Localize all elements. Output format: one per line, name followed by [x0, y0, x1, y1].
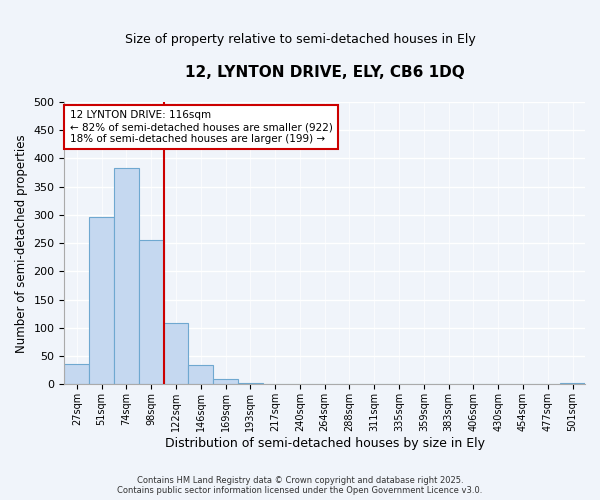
Bar	[164, 324, 188, 384]
Text: Size of property relative to semi-detached houses in Ely: Size of property relative to semi-detach…	[125, 32, 475, 46]
Bar	[114, 168, 139, 384]
Text: Contains HM Land Registry data © Crown copyright and database right 2025.
Contai: Contains HM Land Registry data © Crown c…	[118, 476, 482, 495]
Text: 12 LYNTON DRIVE: 116sqm
← 82% of semi-detached houses are smaller (922)
18% of s: 12 LYNTON DRIVE: 116sqm ← 82% of semi-de…	[70, 110, 332, 144]
Title: 12, LYNTON DRIVE, ELY, CB6 1DQ: 12, LYNTON DRIVE, ELY, CB6 1DQ	[185, 65, 464, 80]
Y-axis label: Number of semi-detached properties: Number of semi-detached properties	[15, 134, 28, 352]
Bar	[64, 364, 89, 384]
Bar	[238, 382, 263, 384]
X-axis label: Distribution of semi-detached houses by size in Ely: Distribution of semi-detached houses by …	[165, 437, 485, 450]
Bar	[188, 364, 213, 384]
Bar	[89, 217, 114, 384]
Bar	[139, 240, 164, 384]
Bar	[213, 379, 238, 384]
